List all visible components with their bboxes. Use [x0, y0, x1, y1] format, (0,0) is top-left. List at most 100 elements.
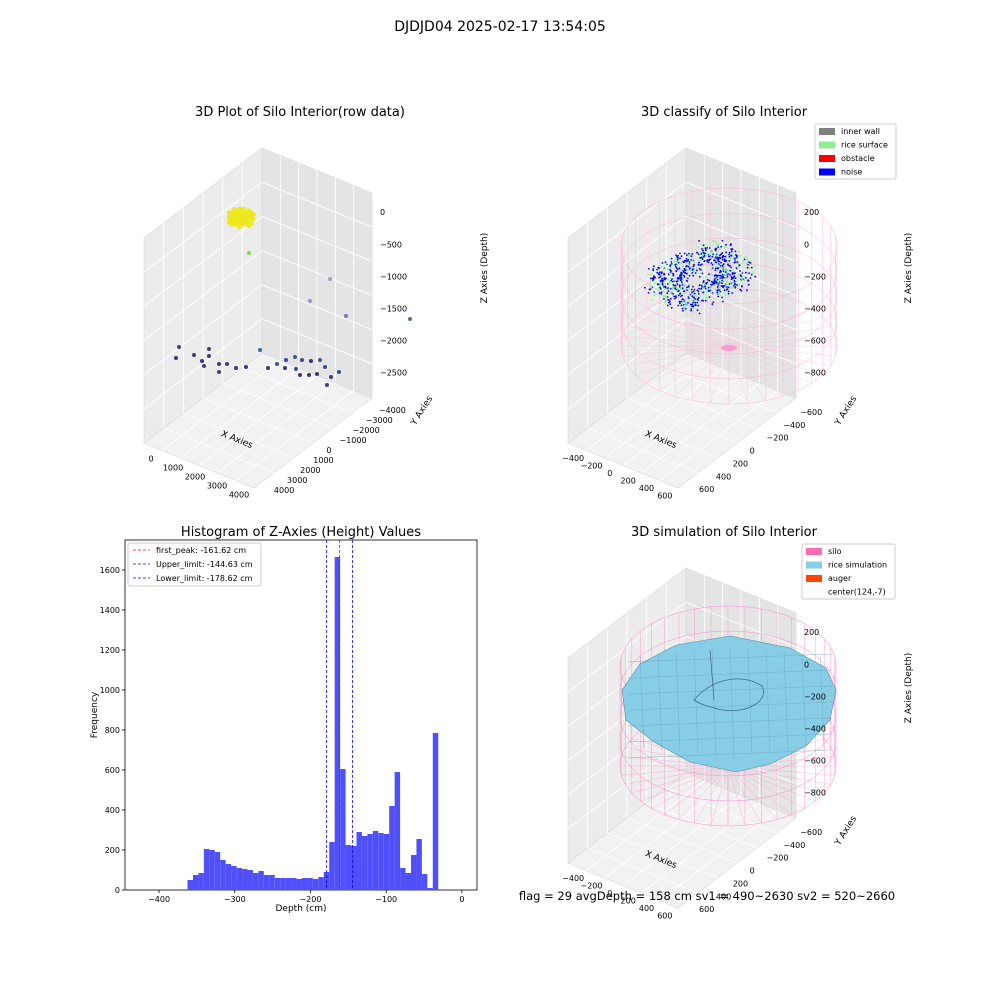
histogram-legend: first_peak: -161.62 cm Upper_limit: -144.… — [127, 542, 262, 587]
classified-point — [718, 256, 721, 259]
classified-point — [678, 284, 681, 287]
classified-point — [689, 254, 691, 256]
classified-point — [656, 283, 659, 286]
silo-floor-spoke — [622, 335, 730, 347]
classified-point — [713, 279, 716, 281]
classified-point — [680, 272, 683, 275]
silo-floor-spoke — [635, 345, 730, 376]
classified-point — [683, 274, 685, 277]
classified-point — [719, 282, 722, 285]
classify-axes-box — [567, 147, 797, 489]
classified-point — [701, 272, 704, 275]
histogram-bar — [372, 831, 379, 890]
classified-point — [713, 275, 716, 277]
surface-mesh-line — [765, 649, 771, 755]
classified-point — [721, 296, 724, 299]
classified-point — [701, 254, 704, 256]
histogram-bar — [427, 888, 433, 890]
x-tick-label: 600 — [657, 491, 672, 500]
classified-point — [720, 285, 723, 287]
classified-point — [662, 268, 665, 271]
classified-point — [698, 284, 701, 287]
classified-point — [716, 267, 719, 270]
simulation-legend-frame — [801, 543, 896, 600]
x-tick-label: 0 — [459, 895, 464, 904]
silo-floor-spoke — [627, 345, 730, 366]
classified-point — [666, 278, 669, 281]
y-tick-label: 0 — [750, 447, 755, 456]
classified-point — [665, 295, 668, 298]
classified-point — [711, 263, 714, 266]
classified-point — [671, 288, 674, 290]
y-tick-label: 1000 — [313, 456, 333, 465]
classified-point — [710, 268, 712, 271]
classified-point — [663, 298, 665, 300]
classified-point — [652, 290, 655, 293]
classified-point — [705, 282, 708, 285]
classified-point — [659, 285, 662, 287]
classified-point — [688, 306, 691, 308]
classified-point — [706, 260, 709, 263]
classified-point — [695, 295, 698, 298]
classified-point — [754, 275, 757, 278]
classified-point — [730, 250, 733, 253]
classified-point — [720, 275, 723, 277]
classified-point — [714, 254, 717, 256]
x-tick-label: −200 — [581, 461, 603, 470]
classified-point — [714, 288, 717, 291]
classified-point — [690, 309, 692, 312]
classified-point — [690, 266, 692, 269]
classified-point — [727, 290, 730, 293]
x-tick-label: −400 — [562, 454, 584, 463]
classified-point — [724, 277, 727, 279]
classified-point — [736, 284, 738, 286]
histogram-bar — [285, 878, 292, 890]
classified-point — [729, 244, 732, 247]
histogram-bar — [383, 834, 390, 890]
raw-point — [243, 213, 248, 217]
classified-point — [688, 294, 691, 296]
classified-point — [699, 257, 701, 259]
classified-point — [749, 277, 752, 279]
classified-point — [659, 275, 662, 278]
classified-point — [714, 269, 717, 272]
classified-point — [661, 262, 664, 264]
histogram-axes-frame — [124, 539, 478, 891]
classified-point — [747, 279, 749, 282]
legend-label: inner wall — [841, 127, 880, 136]
classified-point — [731, 292, 734, 294]
classified-point — [710, 250, 712, 253]
classified-point — [673, 288, 675, 290]
classified-point — [705, 251, 707, 253]
histogram-bar — [231, 866, 237, 890]
classified-point — [734, 250, 737, 253]
classified-point — [658, 288, 661, 290]
classified-point — [735, 267, 738, 270]
classified-point — [655, 287, 657, 290]
classified-point — [692, 293, 694, 296]
classified-point — [676, 283, 679, 286]
y-tick-label: 3000 — [287, 476, 307, 485]
classified-point — [694, 301, 697, 304]
classified-point — [660, 266, 663, 269]
classified-point — [715, 282, 718, 284]
z-tick-label: 0 — [804, 660, 809, 669]
y-tick-label: −600 — [800, 828, 822, 837]
x-tick-label: 400 — [639, 484, 654, 493]
classified-point — [679, 300, 682, 303]
classified-point — [692, 265, 695, 268]
classified-point — [684, 269, 686, 272]
legend-label: rice surface — [841, 141, 888, 150]
grid-line — [659, 390, 778, 481]
classified-point — [677, 276, 680, 279]
classified-point — [746, 258, 748, 261]
classified-point — [676, 259, 679, 261]
classified-point — [732, 257, 734, 259]
surface-mesh-line — [729, 645, 735, 759]
classified-point — [748, 261, 751, 263]
classify-legend-frame — [814, 123, 897, 180]
classified-point — [702, 298, 704, 301]
grid-line — [235, 390, 354, 481]
classified-point — [736, 261, 739, 264]
